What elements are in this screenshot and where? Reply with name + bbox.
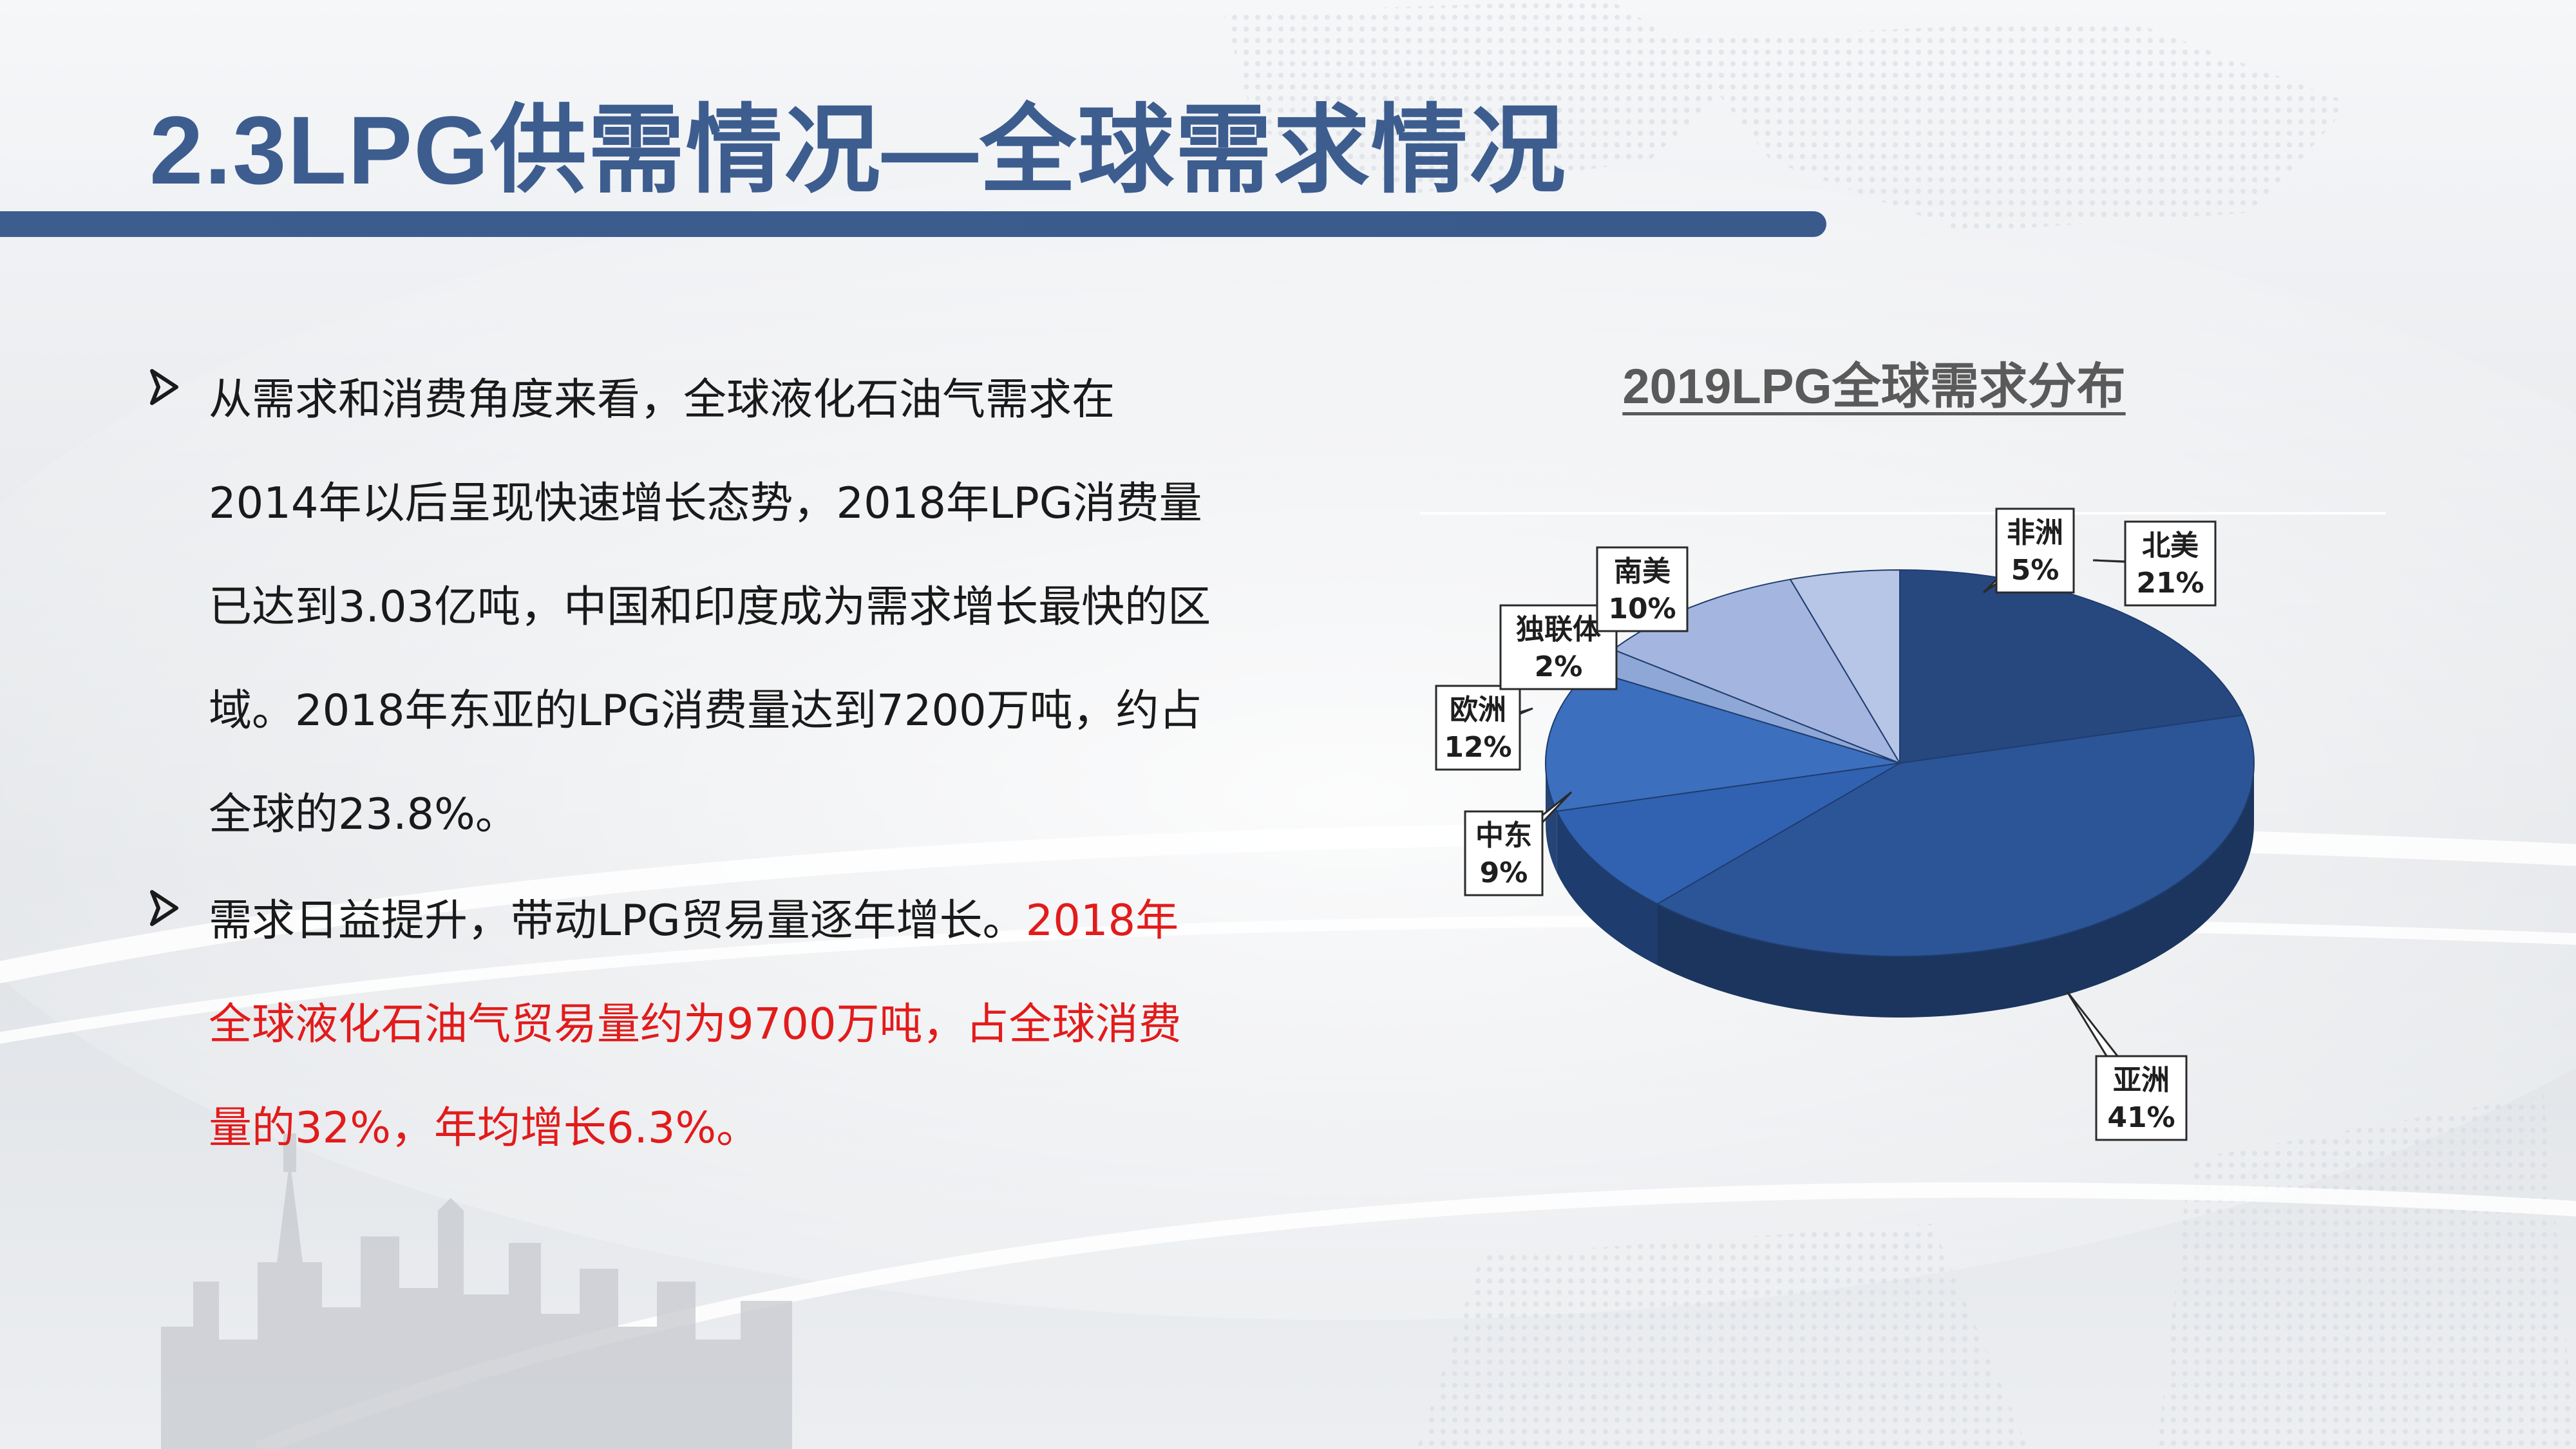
- pie-slice-中东: [1555, 762, 1900, 905]
- slice-label: 南美: [1614, 555, 1671, 588]
- slice-value-label: 10%: [1608, 592, 1676, 625]
- pie-label-中东: 中东 9%: [1464, 791, 1573, 896]
- callout-box: [1995, 507, 2075, 594]
- bullet-item: 从需求和消费角度来看，全球液化石油气需求在2014年以后呈现快速增长态势，201…: [149, 348, 1212, 866]
- pie-slice-北美: [1899, 569, 2244, 764]
- pie-labels: 北美 21% 亚洲 41% 中东 9% 欧洲 12% 独联体 2% 南美 10% 非洲 5%: [1435, 507, 2217, 1141]
- slice-label: 亚洲: [2113, 1064, 2170, 1097]
- callout-box: [1435, 685, 1521, 771]
- world-map-dots: [1224, 0, 2576, 1449]
- chart-title: 2019LPG全球需求分布: [1622, 359, 2126, 414]
- pie-slices: [1545, 569, 2255, 957]
- slice-value-label: 41%: [2107, 1101, 2175, 1134]
- bullet-text: 需求日益提升，带动LPG贸易量逐年增长。: [209, 895, 1026, 945]
- callout-box: [1596, 546, 1689, 632]
- slice-value-label: 5%: [2011, 554, 2060, 587]
- pie-label-非洲: 非洲 5%: [1982, 507, 2075, 594]
- pie-label-亚洲: 亚洲 41%: [2066, 991, 2188, 1141]
- pie-depth: [1546, 763, 2254, 1018]
- bullet-text: 从需求和消费角度来看，全球液化石油气需求在2014年以后呈现快速增长态势，201…: [209, 374, 1211, 839]
- pie-label-南美: 南美 10%: [1596, 546, 1689, 632]
- callout-box: [1464, 810, 1544, 896]
- bullet-highlight-text: 2018年全球液化石油气贸易量约为9700万吨，占全球消费量的32%，年均增长6…: [209, 895, 1182, 1153]
- pie-slice-非洲: [1789, 569, 1900, 766]
- slice-value-label: 12%: [1444, 731, 1511, 764]
- slice-label: 中东: [1475, 819, 1532, 852]
- callout-box: [2095, 1055, 2188, 1141]
- slice-label: 独联体: [1516, 613, 1601, 646]
- pie-side-欧洲: [1546, 763, 1557, 873]
- arrow-bullet-icon: [150, 890, 178, 926]
- pie-side-中东: [1557, 811, 1658, 965]
- pie-chart: 北美 21% 亚洲 41% 中东 9% 欧洲 12% 独联体 2% 南美 10% 非洲 5%: [1435, 507, 2255, 1141]
- slice-value-label: 2%: [1535, 650, 1583, 683]
- slice-label: 欧洲: [1450, 694, 1506, 726]
- arrow-bullet-icon: [150, 369, 178, 405]
- pie-side-亚洲: [1657, 763, 2254, 1018]
- title-underline-bar: [0, 211, 1826, 237]
- pie-slice-亚洲: [1656, 714, 2255, 957]
- slice-label: 北美: [2142, 529, 2199, 562]
- chart-divider: [1420, 512, 2386, 515]
- bullet-item: 需求日益提升，带动LPG贸易量逐年增长。2018年全球液化石油气贸易量约为970…: [149, 869, 1212, 1180]
- slice-value-label: 21%: [2136, 567, 2204, 600]
- slice-label: 非洲: [2007, 516, 2063, 549]
- city-skyline: [161, 1133, 792, 1449]
- pie-label-欧洲: 欧洲 12%: [1435, 685, 1533, 771]
- callout-box: [2124, 520, 2217, 607]
- pie-label-北美: 北美 21%: [2092, 520, 2217, 607]
- page-title: 2.3LPG供需情况—全球需求情况: [149, 96, 1567, 204]
- bullet-list: 从需求和消费角度来看，全球液化石油气需求在2014年以后呈现快速增长态势，201…: [149, 348, 1212, 1180]
- slice-value-label: 9%: [1480, 857, 1528, 889]
